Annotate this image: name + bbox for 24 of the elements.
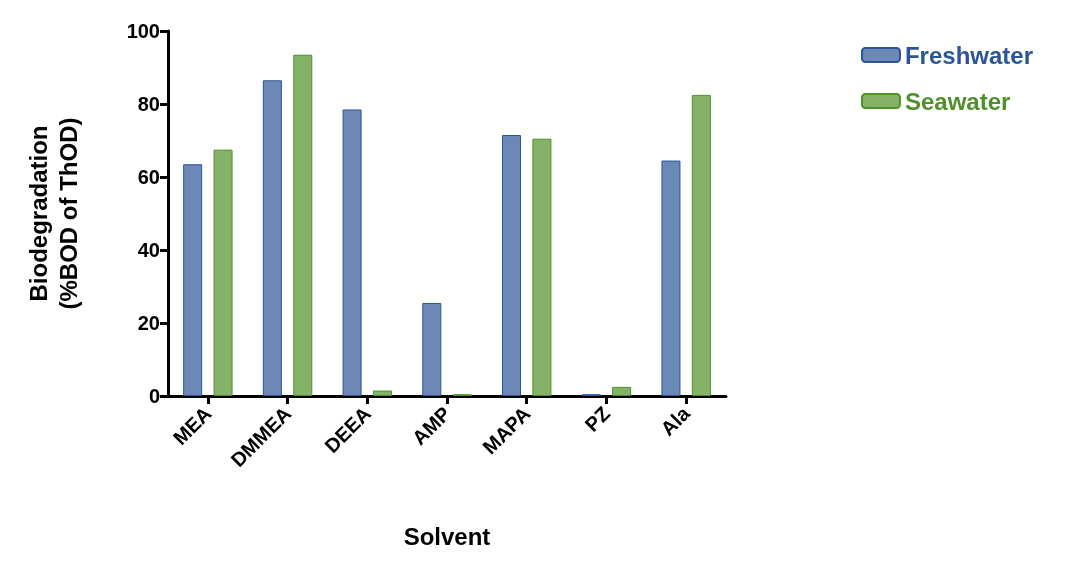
bar bbox=[502, 135, 522, 396]
y-tick-label: 60 bbox=[137, 166, 160, 188]
bar bbox=[213, 149, 233, 396]
y-tick-label: 80 bbox=[137, 93, 160, 115]
bar bbox=[691, 94, 711, 396]
x-tick-label: PZ bbox=[580, 402, 615, 436]
bar bbox=[372, 390, 392, 396]
legend-label: Seawater bbox=[904, 87, 1011, 115]
y-tick-label: 40 bbox=[137, 239, 160, 261]
bar bbox=[661, 160, 681, 396]
x-axis-title: Solvent bbox=[403, 522, 491, 550]
bar bbox=[183, 164, 203, 396]
bar bbox=[293, 54, 313, 396]
bar bbox=[612, 386, 632, 396]
bar bbox=[532, 138, 552, 396]
legend-label: Freshwater bbox=[904, 41, 1034, 69]
x-tick-label: Ala bbox=[656, 401, 695, 440]
y-tick-label: 100 bbox=[126, 20, 160, 42]
y-axis-title: Biodegradation (%BOD of ThOD) bbox=[24, 117, 82, 310]
bar bbox=[262, 80, 282, 396]
y-tick-label: 0 bbox=[148, 385, 160, 407]
bar bbox=[342, 109, 362, 396]
y-tick-label: 20 bbox=[137, 312, 160, 334]
bar bbox=[422, 302, 442, 396]
